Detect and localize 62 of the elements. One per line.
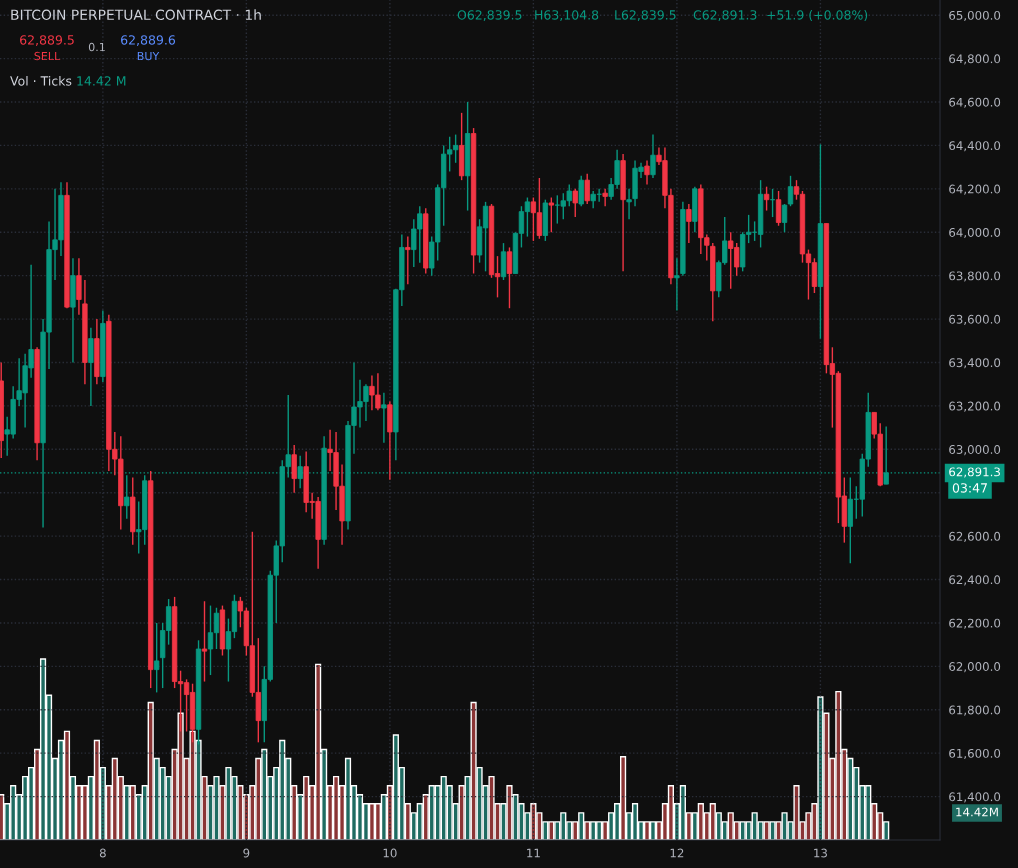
y-tick-label: 63,400.0 bbox=[949, 358, 1001, 369]
x-tick-label: 10 bbox=[383, 848, 397, 858]
annotation: 62,889.6 bbox=[121, 35, 176, 46]
candlestick bbox=[650, 133, 656, 179]
text: 14.42M bbox=[956, 807, 998, 817]
candlestick bbox=[883, 425, 889, 485]
candlestick bbox=[88, 327, 94, 407]
candlestick bbox=[578, 175, 584, 207]
annotation: 0.1 bbox=[88, 42, 105, 52]
x-tick-label: 8 bbox=[99, 848, 106, 858]
candlestick bbox=[572, 188, 578, 218]
candlestick bbox=[602, 188, 608, 207]
y-tick-label: 64,600.0 bbox=[949, 97, 1001, 108]
annotation: 62,889.5 bbox=[20, 35, 74, 46]
candlestick bbox=[548, 196, 554, 233]
y-tick-label: 63,800.0 bbox=[949, 271, 1001, 282]
y-tick-label: 64,000.0 bbox=[949, 227, 1001, 239]
annotation: SELL bbox=[34, 51, 61, 61]
candlestick bbox=[626, 188, 632, 220]
candlestick bbox=[506, 246, 513, 309]
annotation: 14.42 M bbox=[77, 76, 126, 86]
y-tick-label: 62,200.0 bbox=[949, 618, 1001, 629]
y-tick-label: 65,000.0 bbox=[949, 10, 1001, 22]
candlestick bbox=[763, 185, 770, 212]
y-tick-label: 64,200.0 bbox=[949, 184, 1001, 195]
candlestick bbox=[76, 257, 82, 316]
candlestick bbox=[686, 203, 692, 244]
annotation: H63,104.8 bbox=[535, 10, 599, 21]
candlestick bbox=[405, 235, 411, 286]
y-tick-label: 63,600.0 bbox=[949, 314, 1001, 325]
x-tick-label: 9 bbox=[243, 848, 250, 858]
annotation: C62,891.3 bbox=[693, 10, 757, 21]
text: BITCOIN PERPETUAL CONTRACT · 1h bbox=[11, 9, 261, 21]
y-tick-label: 62,000.0 bbox=[949, 662, 1001, 673]
candlestick bbox=[381, 392, 387, 444]
candlestick bbox=[297, 455, 303, 490]
y-tick-label: 62,600.0 bbox=[949, 531, 1001, 542]
text: 03:47 bbox=[952, 483, 987, 493]
candlestick bbox=[674, 257, 680, 312]
candlestick bbox=[584, 172, 590, 205]
y-tick-label: 64,800.0 bbox=[949, 54, 1001, 65]
candlestick bbox=[291, 444, 297, 494]
y-tick-label: 61,600.0 bbox=[949, 748, 1001, 760]
candlestick bbox=[644, 159, 650, 186]
annotation: BUY bbox=[137, 51, 160, 61]
ref-line-label: 62,891.3 bbox=[949, 467, 1000, 478]
annotation: L62,839.5 bbox=[615, 10, 676, 21]
x-tick-label: 12 bbox=[670, 848, 684, 858]
x-tick-label: 11 bbox=[527, 848, 540, 858]
chart-title: Vol · Ticks bbox=[10, 75, 72, 86]
y-tick-label: 64,400.0 bbox=[949, 141, 1001, 152]
y-tick-label: 63,200.0 bbox=[949, 401, 1001, 412]
candlestick bbox=[775, 190, 782, 227]
y-tick-label: 63,000.0 bbox=[949, 445, 1001, 456]
annotation: +51.9 (+0.08%) bbox=[767, 9, 868, 22]
y-tick-label: 62,400.0 bbox=[949, 575, 1001, 586]
candlestick bbox=[154, 622, 160, 694]
y-tick-label: 61,400.0 bbox=[949, 792, 1001, 803]
x-tick-label: 13 bbox=[814, 848, 827, 858]
y-tick-label: 61,800.0 bbox=[949, 705, 1001, 716]
candlestick bbox=[201, 600, 208, 683]
annotation: O62,839.5 bbox=[457, 10, 522, 21]
